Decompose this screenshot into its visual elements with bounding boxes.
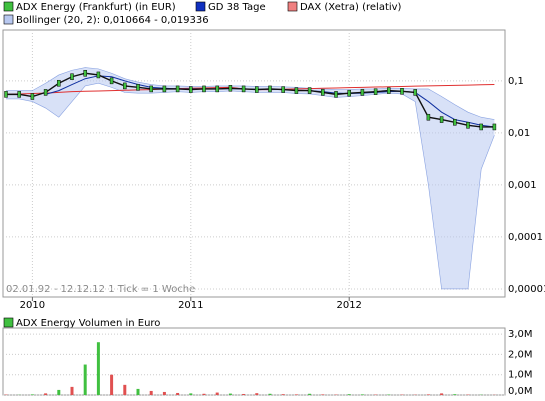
candle bbox=[123, 82, 127, 90]
volume-bar bbox=[70, 386, 74, 395]
legend-swatch bbox=[3, 317, 14, 328]
candle bbox=[268, 85, 272, 93]
candle bbox=[109, 77, 114, 85]
volume-bar bbox=[426, 394, 430, 395]
legend-swatch bbox=[287, 1, 298, 12]
annotation: 02.01.92 - 12.12.12 1 Tick = 1 Woche bbox=[6, 284, 195, 295]
candle bbox=[30, 93, 35, 100]
y-tick-label: 0,00001 bbox=[508, 284, 545, 295]
volume-bar bbox=[110, 374, 114, 395]
candle bbox=[189, 86, 193, 93]
legend-label: Bollinger (20, 2): 0,010664 - 0,019336 bbox=[16, 15, 209, 26]
volume-bar bbox=[453, 394, 457, 395]
legend-swatch bbox=[195, 1, 206, 12]
volume-bar bbox=[255, 393, 259, 395]
volume-bar bbox=[281, 394, 285, 395]
candle bbox=[17, 91, 21, 98]
candle bbox=[439, 116, 444, 123]
volume-bar bbox=[136, 388, 140, 395]
volume-bar bbox=[83, 364, 87, 395]
candle bbox=[321, 89, 325, 96]
y-tick-label: 2,0M bbox=[508, 349, 533, 360]
candle bbox=[413, 89, 417, 96]
volume-bar bbox=[321, 394, 325, 395]
candle bbox=[4, 91, 8, 98]
candle bbox=[162, 85, 167, 93]
volume-bar bbox=[202, 393, 206, 395]
candle bbox=[255, 86, 259, 93]
y-tick-label: 0,0M bbox=[508, 386, 533, 397]
volume-bar bbox=[162, 391, 166, 395]
candle bbox=[70, 73, 74, 80]
legend-swatch bbox=[3, 1, 14, 12]
line bbox=[6, 72, 495, 128]
candle bbox=[43, 89, 48, 96]
candle bbox=[453, 119, 457, 126]
candle bbox=[228, 85, 233, 92]
candle bbox=[96, 71, 101, 79]
volume-bar bbox=[96, 342, 100, 395]
legend-label: GD 38 Tage bbox=[208, 2, 266, 13]
candle bbox=[347, 89, 351, 97]
volume-bar bbox=[149, 390, 153, 395]
volume-bar bbox=[57, 389, 61, 395]
candle bbox=[241, 85, 246, 93]
legend-label: ADX Energy Volumen in Euro bbox=[16, 318, 160, 329]
bollinger-band bbox=[6, 67, 495, 289]
y-tick-label: 3,0M bbox=[508, 329, 533, 340]
candle bbox=[175, 85, 180, 93]
candle bbox=[149, 85, 153, 93]
plot-frame bbox=[2, 29, 506, 298]
y-tick-label: 0,01 bbox=[508, 128, 530, 139]
volume-bar bbox=[215, 392, 219, 395]
candle bbox=[202, 85, 206, 93]
candle bbox=[360, 89, 365, 96]
candle bbox=[334, 91, 338, 98]
candle bbox=[281, 86, 285, 93]
volume-bar bbox=[242, 393, 246, 395]
volume-bar bbox=[440, 393, 444, 395]
candle bbox=[83, 70, 87, 77]
candle bbox=[400, 88, 404, 95]
candle bbox=[307, 87, 312, 94]
candle bbox=[136, 84, 140, 91]
candle bbox=[466, 122, 470, 129]
bollinger-line bbox=[6, 82, 495, 290]
x-tick-label: 2012 bbox=[336, 300, 361, 311]
volume-bar bbox=[123, 384, 127, 395]
volume-bar bbox=[347, 394, 351, 395]
plot-frame bbox=[2, 327, 506, 396]
volume-bar bbox=[189, 393, 193, 395]
bollinger-line bbox=[6, 67, 495, 120]
candle bbox=[492, 123, 497, 131]
volume-bar bbox=[268, 393, 272, 395]
candle bbox=[294, 87, 299, 94]
y-tick-label: 0,1 bbox=[508, 76, 524, 87]
candle bbox=[479, 123, 483, 131]
volume-bar bbox=[308, 393, 312, 395]
x-tick-label: 2011 bbox=[178, 300, 203, 311]
legend-label: ADX Energy (Frankfurt) (in EUR) bbox=[16, 2, 176, 13]
volume-bar bbox=[176, 392, 180, 395]
y-tick-label: 0,0001 bbox=[508, 232, 543, 243]
y-tick-label: 1,0M bbox=[508, 370, 533, 381]
volume-bar bbox=[294, 394, 298, 395]
legend-swatch bbox=[3, 14, 14, 25]
volume-bar bbox=[30, 394, 34, 395]
volume-bar bbox=[228, 393, 232, 395]
legend-label: DAX (Xetra) (relativ) bbox=[300, 2, 402, 13]
candle bbox=[426, 113, 431, 121]
volume-bar bbox=[44, 393, 48, 395]
candle bbox=[387, 87, 391, 94]
volume-bar bbox=[360, 394, 364, 395]
x-tick-label: 2010 bbox=[20, 300, 45, 311]
y-tick-label: 0,001 bbox=[508, 180, 537, 191]
candle bbox=[57, 79, 61, 87]
candle bbox=[215, 85, 219, 93]
candle bbox=[373, 88, 378, 95]
volume-bar bbox=[387, 394, 391, 395]
